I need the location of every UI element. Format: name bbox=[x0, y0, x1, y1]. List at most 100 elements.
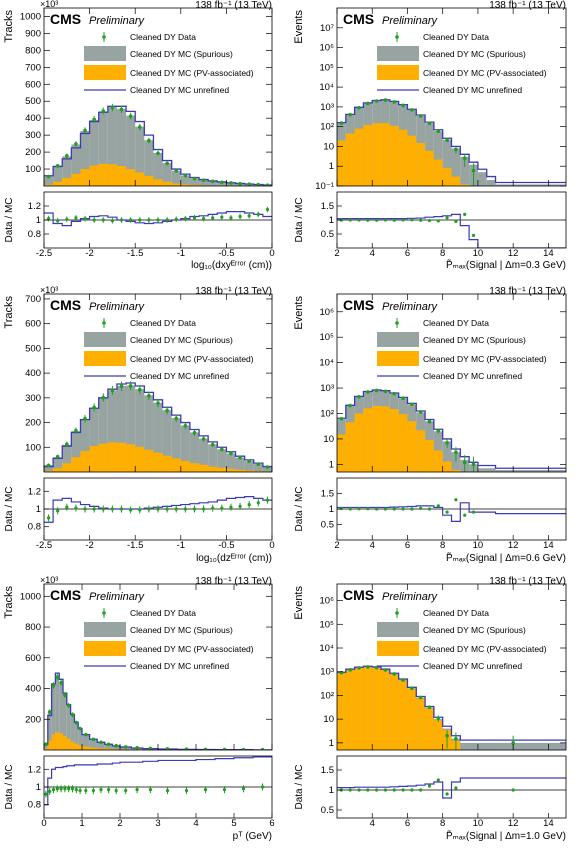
data-point bbox=[220, 447, 224, 451]
legend-pv-swatch bbox=[377, 65, 419, 80]
ratio-point bbox=[193, 507, 196, 510]
data-point bbox=[107, 743, 111, 747]
x-tick-label: 4 bbox=[370, 540, 375, 551]
pv-bar bbox=[153, 179, 162, 186]
data-point bbox=[419, 696, 423, 700]
legend-label-data: Cleaned DY Data bbox=[423, 32, 489, 42]
legend-label-data: Cleaned DY Data bbox=[130, 608, 196, 618]
legend-spurious-swatch bbox=[84, 332, 126, 347]
legend-label-unrefined: Cleaned DY MC unrefined bbox=[423, 661, 522, 671]
ratio-point bbox=[211, 216, 214, 219]
y-tick-label: 500 bbox=[25, 96, 41, 107]
y-tick-label: 10⁵ bbox=[319, 332, 334, 343]
ratio-point bbox=[229, 506, 232, 509]
pv-bar bbox=[355, 413, 364, 472]
pv-bar bbox=[443, 168, 452, 186]
ratio-y-axis-title: Data / MC bbox=[294, 486, 305, 531]
data-point bbox=[138, 388, 142, 392]
legend-spurious-swatch bbox=[84, 622, 126, 637]
pv-bar bbox=[53, 468, 62, 472]
ratio-point bbox=[349, 507, 352, 510]
legend-label-data: Cleaned DY Data bbox=[423, 318, 489, 328]
data-point bbox=[111, 106, 115, 110]
data-point bbox=[135, 746, 139, 750]
y-axis-title: Events bbox=[293, 10, 305, 44]
data-point bbox=[120, 108, 124, 112]
ratio-point bbox=[74, 507, 77, 510]
data-point bbox=[247, 459, 251, 463]
ratio-point bbox=[375, 219, 378, 222]
pv-bar bbox=[416, 143, 425, 186]
pv-bar bbox=[63, 736, 67, 750]
y-axis-title: Tracks bbox=[3, 10, 15, 43]
pv-bar bbox=[434, 159, 443, 186]
y-tick-label: 1 bbox=[329, 738, 334, 749]
ratio-point bbox=[445, 510, 448, 513]
pv-bar bbox=[135, 172, 144, 186]
data-point bbox=[52, 684, 56, 688]
ratio-y-tick-label: 1 bbox=[329, 785, 334, 796]
pv-bar bbox=[55, 732, 59, 750]
histogram-stack bbox=[44, 104, 272, 187]
data-point bbox=[65, 154, 69, 158]
ratio-point bbox=[366, 219, 369, 222]
x-tick-label: 6 bbox=[269, 818, 274, 829]
ratio-y-axis-title: Data / MC bbox=[294, 197, 305, 242]
y-tick-label: 400 bbox=[25, 113, 41, 124]
ratio-y-tick-label: 0.8 bbox=[28, 229, 41, 240]
y-tick-label: 10⁵ bbox=[319, 619, 334, 630]
data-point bbox=[428, 420, 432, 424]
ratio-point bbox=[229, 216, 232, 219]
y-tick-label: 400 bbox=[25, 368, 41, 379]
ratio-point bbox=[111, 219, 114, 222]
ratio-y-axis-title: Data / MC bbox=[4, 486, 15, 531]
ratio-y-tick-label: 1 bbox=[329, 215, 334, 226]
histogram-stack bbox=[337, 389, 566, 472]
ratio-point bbox=[463, 213, 466, 216]
chart-panel-3: 1002003004005006007000.811.2-2.5-2-1.5-1… bbox=[3, 285, 275, 564]
legend-label-pv: Cleaned DY MC (PV-associated) bbox=[423, 68, 547, 78]
pv-bar bbox=[67, 739, 71, 750]
data-point bbox=[454, 450, 458, 454]
pv-bar bbox=[90, 166, 99, 186]
pv-bar bbox=[163, 182, 172, 186]
y-tick-label: 1 bbox=[329, 161, 334, 172]
pv-bar bbox=[443, 461, 452, 472]
ratio-point bbox=[375, 788, 378, 791]
ratio-point bbox=[463, 514, 466, 517]
ratio-point bbox=[384, 218, 387, 221]
data-point bbox=[401, 396, 405, 400]
y-tick-label: 200 bbox=[25, 418, 41, 429]
ratio-point bbox=[211, 507, 214, 510]
x-tick-label: -2.5 bbox=[36, 540, 52, 551]
pv-bar bbox=[135, 447, 144, 472]
ratio-point bbox=[124, 789, 127, 792]
data-point bbox=[454, 737, 458, 741]
histogram-stack bbox=[337, 98, 566, 186]
y-tick-label: 10 bbox=[323, 714, 334, 725]
ratio-point bbox=[149, 788, 152, 791]
ratio-point bbox=[175, 507, 178, 510]
pv-bar bbox=[226, 469, 235, 472]
pv-bar bbox=[144, 176, 153, 186]
ratio-point bbox=[93, 507, 96, 510]
ratio-y-tick-label: 0.5 bbox=[321, 229, 334, 240]
ratio-point bbox=[366, 788, 369, 791]
ratio-y-tick-label: 1 bbox=[329, 504, 334, 515]
pv-bar bbox=[337, 434, 346, 472]
ratio-point bbox=[84, 789, 87, 792]
x-tick-label: 4 bbox=[370, 248, 375, 259]
data-point bbox=[340, 417, 344, 421]
x-axis-title: P̃ₘₐₓ(Signal | Δm=1.0 GeV) bbox=[446, 829, 566, 842]
pv-bar bbox=[434, 720, 443, 750]
ratio-point bbox=[261, 785, 264, 788]
ratio-point bbox=[428, 507, 431, 510]
data-point bbox=[120, 384, 124, 388]
pv-bar bbox=[355, 129, 364, 186]
ratio-point bbox=[147, 218, 150, 221]
data-point bbox=[392, 672, 396, 676]
spurious-bar bbox=[487, 180, 496, 186]
